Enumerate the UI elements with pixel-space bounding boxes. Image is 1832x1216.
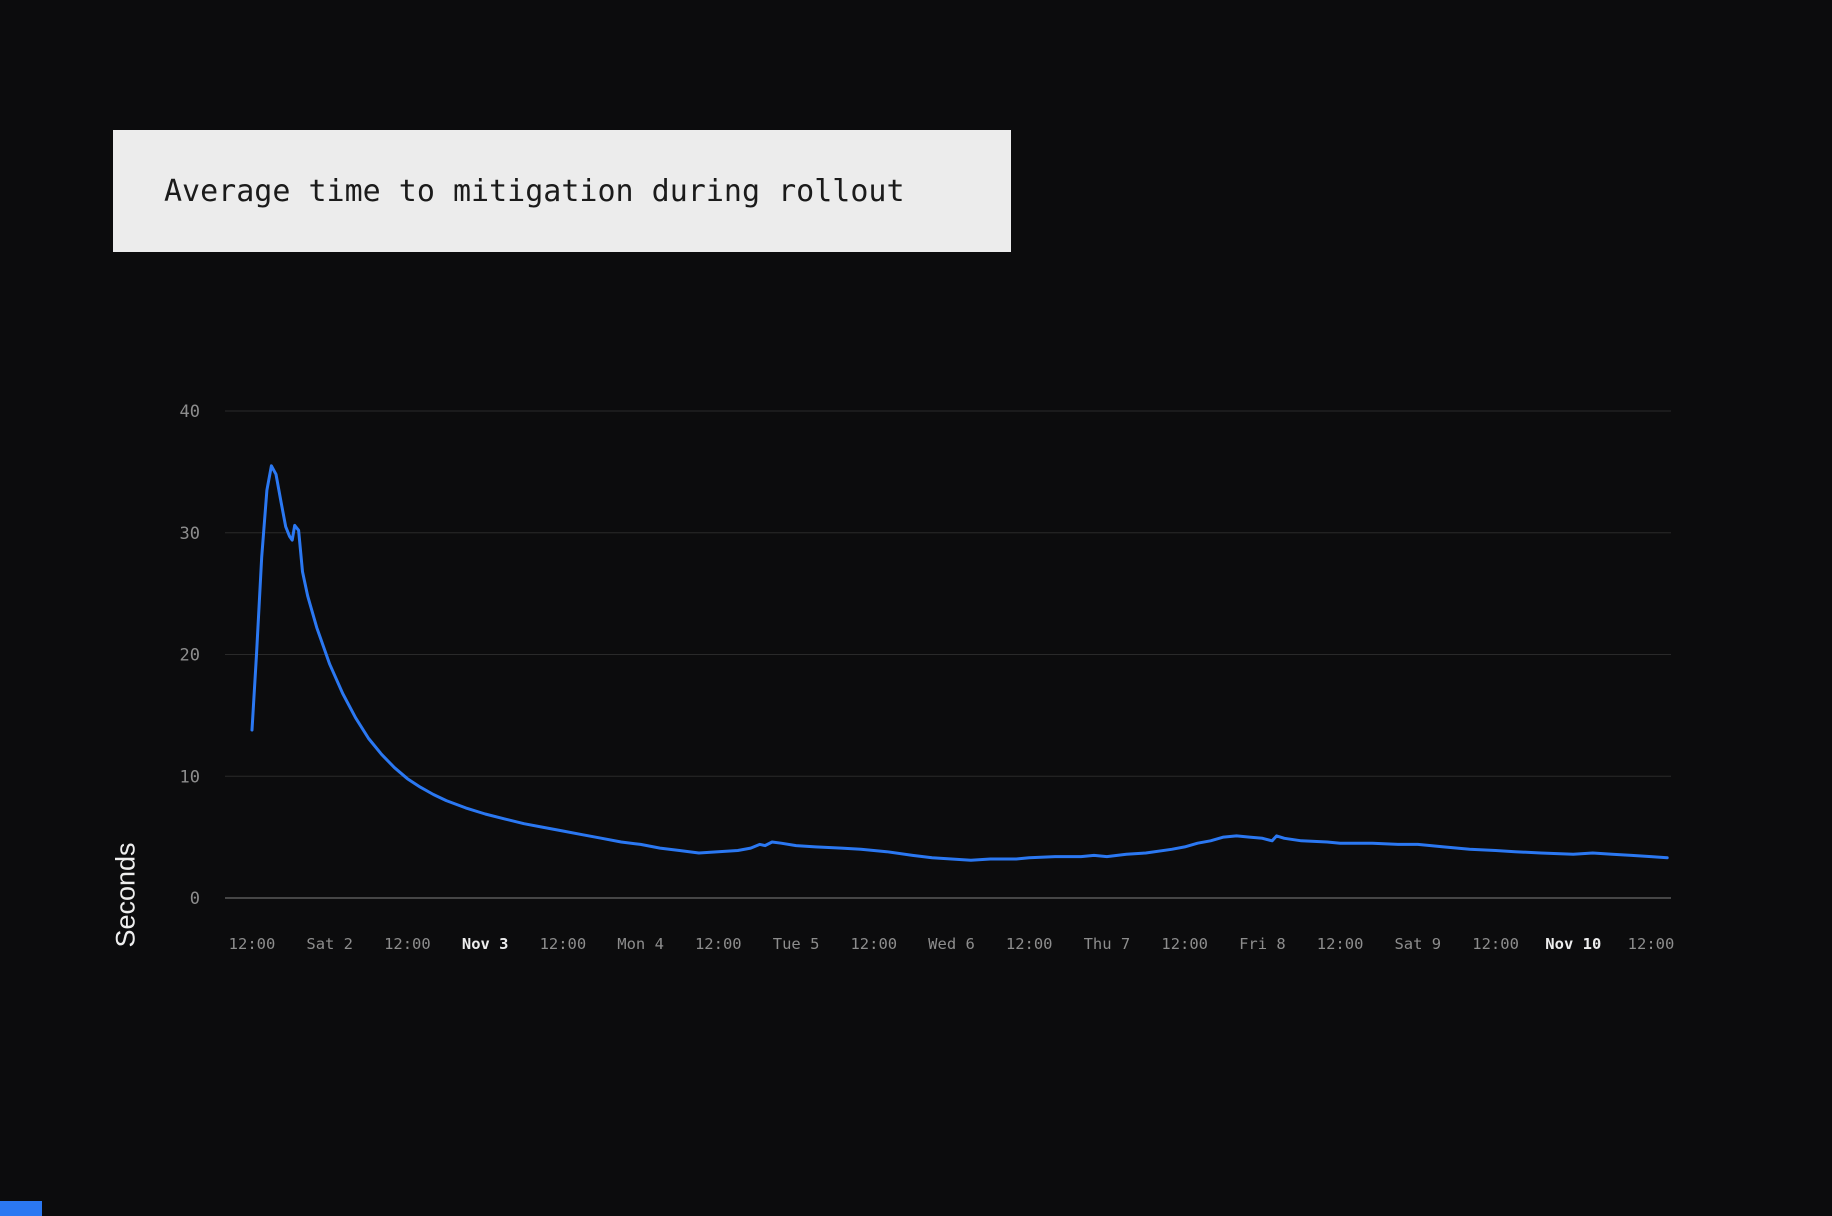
x-tick-label-12-00: 12:00 (1006, 935, 1053, 953)
x-tick-label-12-00: 12:00 (229, 935, 276, 953)
x-tick-label-nov-3: Nov 3 (462, 935, 509, 953)
series-line-average-time-to-mitigation (250, 464, 1669, 862)
x-tick-label-12-00: 12:00 (1472, 935, 1519, 953)
panel-title: Average time to mitigation during rollou… (164, 173, 905, 209)
x-tick-label-12-00: 12:00 (1161, 935, 1208, 953)
x-tick-label-sat-9: Sat 9 (1394, 935, 1441, 953)
x-tick-label-nov-10: Nov 10 (1545, 935, 1601, 953)
x-tick-label-12-00: 12:00 (695, 935, 742, 953)
x-tick-label-12-00: 12:00 (540, 935, 587, 953)
x-tick-label-fri-8: Fri 8 (1239, 935, 1286, 953)
x-tick-label-12-00: 12:00 (1628, 935, 1675, 953)
panel-title-box: Average time to mitigation during rollou… (113, 130, 1011, 252)
x-tick-label-wed-6: Wed 6 (928, 935, 975, 953)
x-tick-label-tue-5: Tue 5 (773, 935, 820, 953)
y-tick-label-30: 30 (180, 524, 200, 544)
y-tick-label-40: 40 (180, 402, 200, 422)
x-tick-label-12-00: 12:00 (850, 935, 897, 953)
x-tick-label-mon-4: Mon 4 (617, 935, 664, 953)
x-tick-label-sat-2: Sat 2 (306, 935, 353, 953)
x-tick-label-12-00: 12:00 (384, 935, 431, 953)
y-tick-label-10: 10 (180, 767, 200, 787)
bottom-left-accent-strip (0, 1201, 42, 1216)
x-tick-label-thu-7: Thu 7 (1084, 935, 1131, 953)
x-tick-label-12-00: 12:00 (1317, 935, 1364, 953)
y-tick-label-0: 0 (190, 889, 200, 909)
y-tick-label-20: 20 (180, 646, 200, 666)
